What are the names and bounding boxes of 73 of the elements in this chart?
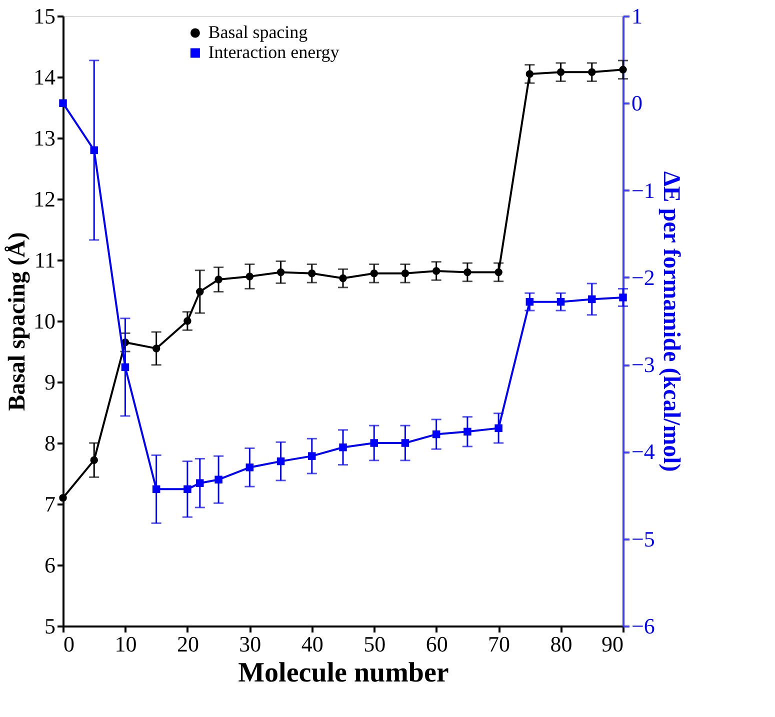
y-tick-label: 15 bbox=[34, 4, 56, 28]
x-tick-label: 30 bbox=[239, 632, 262, 656]
x-tick-label: 20 bbox=[176, 632, 199, 656]
point bbox=[152, 485, 160, 494]
point bbox=[308, 270, 316, 278]
point bbox=[276, 268, 285, 276]
point bbox=[619, 294, 627, 302]
y-tick-label: 8 bbox=[44, 430, 56, 456]
y-tick-label: 6 bbox=[44, 552, 56, 578]
point bbox=[619, 66, 627, 74]
point bbox=[90, 456, 98, 464]
point bbox=[370, 270, 378, 278]
y-tick-label: 7 bbox=[44, 492, 56, 516]
y2-tick-label: 1 bbox=[632, 4, 642, 28]
point bbox=[152, 344, 160, 352]
y2-tick-label: −5 bbox=[632, 526, 655, 552]
y2-tick-label: −3 bbox=[632, 352, 655, 378]
point bbox=[59, 494, 67, 502]
point bbox=[276, 457, 285, 466]
y-axis-title: Basal spacing (Å) bbox=[4, 232, 30, 411]
point bbox=[401, 270, 410, 278]
point bbox=[214, 276, 222, 284]
x-tick-label: 40 bbox=[301, 632, 324, 656]
x-tick-label: 90 bbox=[602, 632, 624, 656]
point bbox=[556, 298, 565, 306]
point bbox=[308, 452, 316, 460]
x-tick-label: 60 bbox=[426, 632, 448, 656]
point bbox=[339, 443, 347, 452]
y-tick-label: 12 bbox=[34, 186, 56, 212]
point bbox=[339, 274, 347, 282]
point bbox=[196, 479, 204, 487]
x-tick-label: 50 bbox=[364, 632, 386, 656]
y2-tick-label: −4 bbox=[632, 439, 655, 464]
point bbox=[432, 267, 440, 275]
legend-label: Interaction energy bbox=[208, 42, 340, 62]
y-tick-label: 5 bbox=[44, 614, 56, 638]
point bbox=[432, 430, 440, 438]
x-tick-label: 10 bbox=[114, 632, 137, 656]
y-tick-label: 10 bbox=[34, 308, 56, 334]
point bbox=[184, 485, 192, 494]
x-tick-label: 80 bbox=[550, 632, 572, 656]
y-tick-label: 14 bbox=[34, 64, 56, 90]
y2-tick-label: −6 bbox=[632, 614, 655, 638]
point bbox=[246, 464, 254, 472]
y-tick-label: 9 bbox=[44, 370, 56, 394]
x-tick-label: 0 bbox=[64, 632, 74, 656]
point bbox=[401, 439, 410, 447]
point bbox=[464, 268, 472, 276]
y-tick-label: 11 bbox=[34, 248, 56, 272]
legend-label: Basal spacing bbox=[208, 22, 308, 42]
point bbox=[184, 317, 192, 325]
y-tick-label: 13 bbox=[34, 126, 56, 150]
point bbox=[59, 99, 67, 108]
point bbox=[588, 295, 596, 304]
point bbox=[196, 288, 204, 296]
x-tick-label: 70 bbox=[488, 632, 510, 656]
y2-tick-label: −2 bbox=[632, 264, 655, 290]
point bbox=[246, 272, 254, 280]
point bbox=[556, 68, 565, 76]
point bbox=[494, 424, 502, 432]
point bbox=[526, 298, 534, 306]
y2-tick-label: 0 bbox=[632, 90, 642, 116]
point bbox=[494, 268, 502, 276]
point bbox=[588, 68, 596, 76]
point bbox=[370, 439, 378, 447]
y2-tick-label: −1 bbox=[632, 178, 655, 203]
y2-axis-title: ΔE per formamide (kcal/mol) bbox=[658, 171, 684, 472]
point bbox=[464, 428, 472, 436]
point bbox=[121, 363, 130, 372]
point bbox=[526, 70, 534, 78]
point bbox=[214, 476, 222, 484]
x-axis-title: Molecule number bbox=[238, 658, 449, 688]
point bbox=[90, 146, 98, 154]
